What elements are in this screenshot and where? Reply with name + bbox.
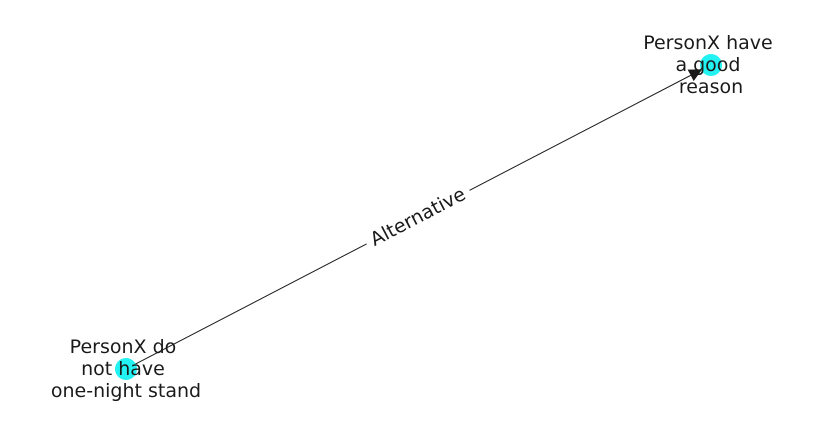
node-circle-target bbox=[700, 54, 722, 76]
node-circle-source bbox=[115, 358, 137, 380]
edge-label: Alternative bbox=[367, 183, 470, 251]
edge-label-background bbox=[360, 178, 476, 256]
node-label-source: PersonX do not have one-night stand bbox=[51, 336, 201, 402]
node-label-line: PersonX do bbox=[70, 336, 177, 358]
node-label-target: PersonX have a good reason bbox=[643, 32, 779, 98]
node-label-line: a good bbox=[675, 54, 740, 76]
edge-alternative: Alternative bbox=[125, 69, 703, 370]
node-label-line: PersonX have bbox=[643, 32, 773, 54]
node-label-line: one-night stand bbox=[51, 380, 201, 402]
edge-label-group: Alternative bbox=[360, 178, 476, 256]
node-target: PersonX have a good reason bbox=[643, 32, 779, 98]
node-label-line: not have bbox=[81, 358, 165, 380]
node-source: PersonX do not have one-night stand bbox=[51, 336, 201, 402]
node-label-line: reason bbox=[679, 76, 743, 98]
